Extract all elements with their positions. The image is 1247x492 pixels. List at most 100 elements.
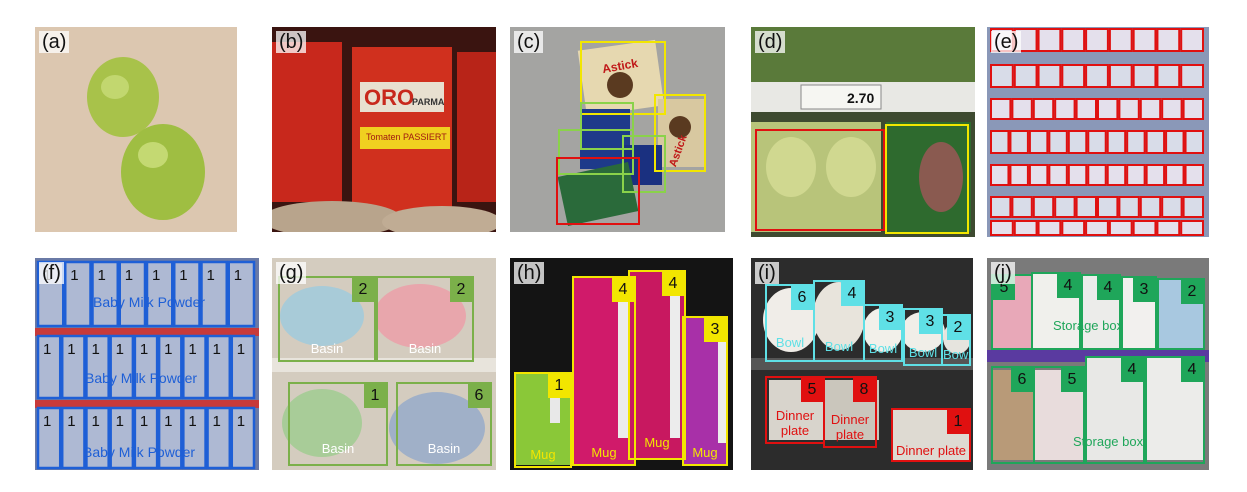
bbox-red-small [1156,64,1181,88]
bbox-green-1 [580,102,634,150]
bbox-red-small [1132,28,1157,52]
bbox-red-small [1165,130,1185,154]
class-label: Bowl [943,347,972,362]
can-brand-text: ORO [364,85,415,110]
bbox-red-small [1161,98,1183,120]
count-badge: 2 [352,278,374,302]
bbox-blue [157,406,183,470]
bbox-red-small [1013,220,1038,236]
can-brand-text-2: PARMA [412,97,445,107]
bbox-basin-3: 1 Basin [288,382,388,466]
bbox-red-small [1108,220,1133,236]
panel-d: 2.70 (d) [751,27,975,237]
bbox-red-small [1054,98,1076,120]
class-label-row1: Baby Milk Powder [93,294,206,310]
panel-e: (e) [987,27,1209,237]
panel-g: 2 Basin 2 Basin 1 Basin 6 Basin (g) [272,258,496,470]
count-badge: 1 [548,374,570,398]
class-label: Mug [530,447,556,462]
bbox-red-small [1009,164,1029,186]
bbox-plate-2: 8 Dinner plate [823,376,877,448]
bbox-blue [133,406,159,470]
bbox-bowl-1: 6 Bowl [765,284,815,362]
bbox-blue [182,334,207,400]
bbox-red-1 [556,157,640,225]
bbox-red-small [1085,220,1109,236]
bbox-mug-1: 1 Mug [514,372,572,468]
class-label: Bowl [824,339,854,354]
count-badge: 1 [947,410,969,434]
bbox-blue [206,406,232,470]
bbox-box-3: 4 [1081,274,1121,350]
bbox-blue [36,334,62,400]
count-label: 1 [188,413,196,430]
bbox-red-small [1085,28,1109,52]
bbox-red-small [1184,130,1205,154]
count-badge: 4 [1097,276,1119,300]
bbox-box-8: 4 [1085,356,1145,464]
count-badge: 2 [947,316,969,340]
bbox-red-small [1097,196,1119,218]
count-badge: 2 [450,278,472,302]
bbox-red-small [1067,130,1088,154]
bbox-red-small [990,130,1010,154]
bbox-red-small [1106,130,1127,154]
price-tag: 2.70 [847,90,875,106]
tomato-cans-photo [272,27,496,232]
panel-f-label: (f) [39,262,64,284]
count-label: 1 [67,413,75,430]
count-badge: 4 [841,282,863,306]
bbox-red-small [1118,98,1140,120]
bbox-red-small [1048,130,1068,154]
count-badge: 3 [879,306,901,330]
class-label: Basin [321,441,355,456]
bbox-blue [91,260,119,328]
class-label: Dinner plate [895,443,967,458]
bbox-blue [60,334,86,400]
bbox-box-7: 5 [1033,366,1085,464]
count-label: 1 [188,341,196,358]
class-label-row3: Baby Milk Powder [83,444,196,460]
bbox-blue [118,260,147,328]
bbox-red-small [1085,64,1109,88]
panel-e-label: (e) [991,31,1022,53]
bbox-red-small [1145,130,1166,154]
bbox-red-small [1126,130,1146,154]
count-label: 1 [234,267,242,284]
bbox-box-9: 4 [1145,356,1205,464]
bbox-blue [36,406,62,470]
class-label: Basin [310,341,344,356]
bbox-red-small [1011,98,1033,120]
count-badge: 2 [1181,280,1203,304]
bbox-box-5: 2 [1157,278,1205,350]
panel-g-label: (g) [276,262,307,284]
count-badge: 1 [364,384,386,408]
bbox-basin-2: 2 Basin [376,276,474,362]
bbox-red-small [1165,164,1185,186]
bbox-red-small [1011,196,1033,218]
class-label: Bowl [868,341,898,356]
count-label: 1 [98,267,106,284]
bbox-yellow-1 [580,41,666,115]
count-badge: 6 [791,286,813,310]
count-label: 1 [213,413,221,430]
bbox-blue [230,334,256,400]
bbox-red-grapes [755,129,885,231]
bbox-blue [64,260,92,328]
panel-i-label: (i) [755,262,779,284]
bbox-red-small [1097,98,1119,120]
bbox-yellow-2 [654,94,706,172]
count-label: 1 [91,413,99,430]
count-badge: 4 [1181,358,1203,382]
bbox-red-small [1037,28,1062,52]
count-badge: 4 [662,272,684,296]
count-badge: 5 [1061,368,1083,392]
mugs-photo [510,258,733,470]
count-badge: 8 [853,378,875,402]
class-label: Mug [692,445,718,460]
bbox-red-small [1126,164,1146,186]
bbox-red-small [1156,220,1181,236]
panel-d-label: (d) [755,31,786,53]
count-label: 1 [140,341,148,358]
bbox-red-small [1028,130,1049,154]
